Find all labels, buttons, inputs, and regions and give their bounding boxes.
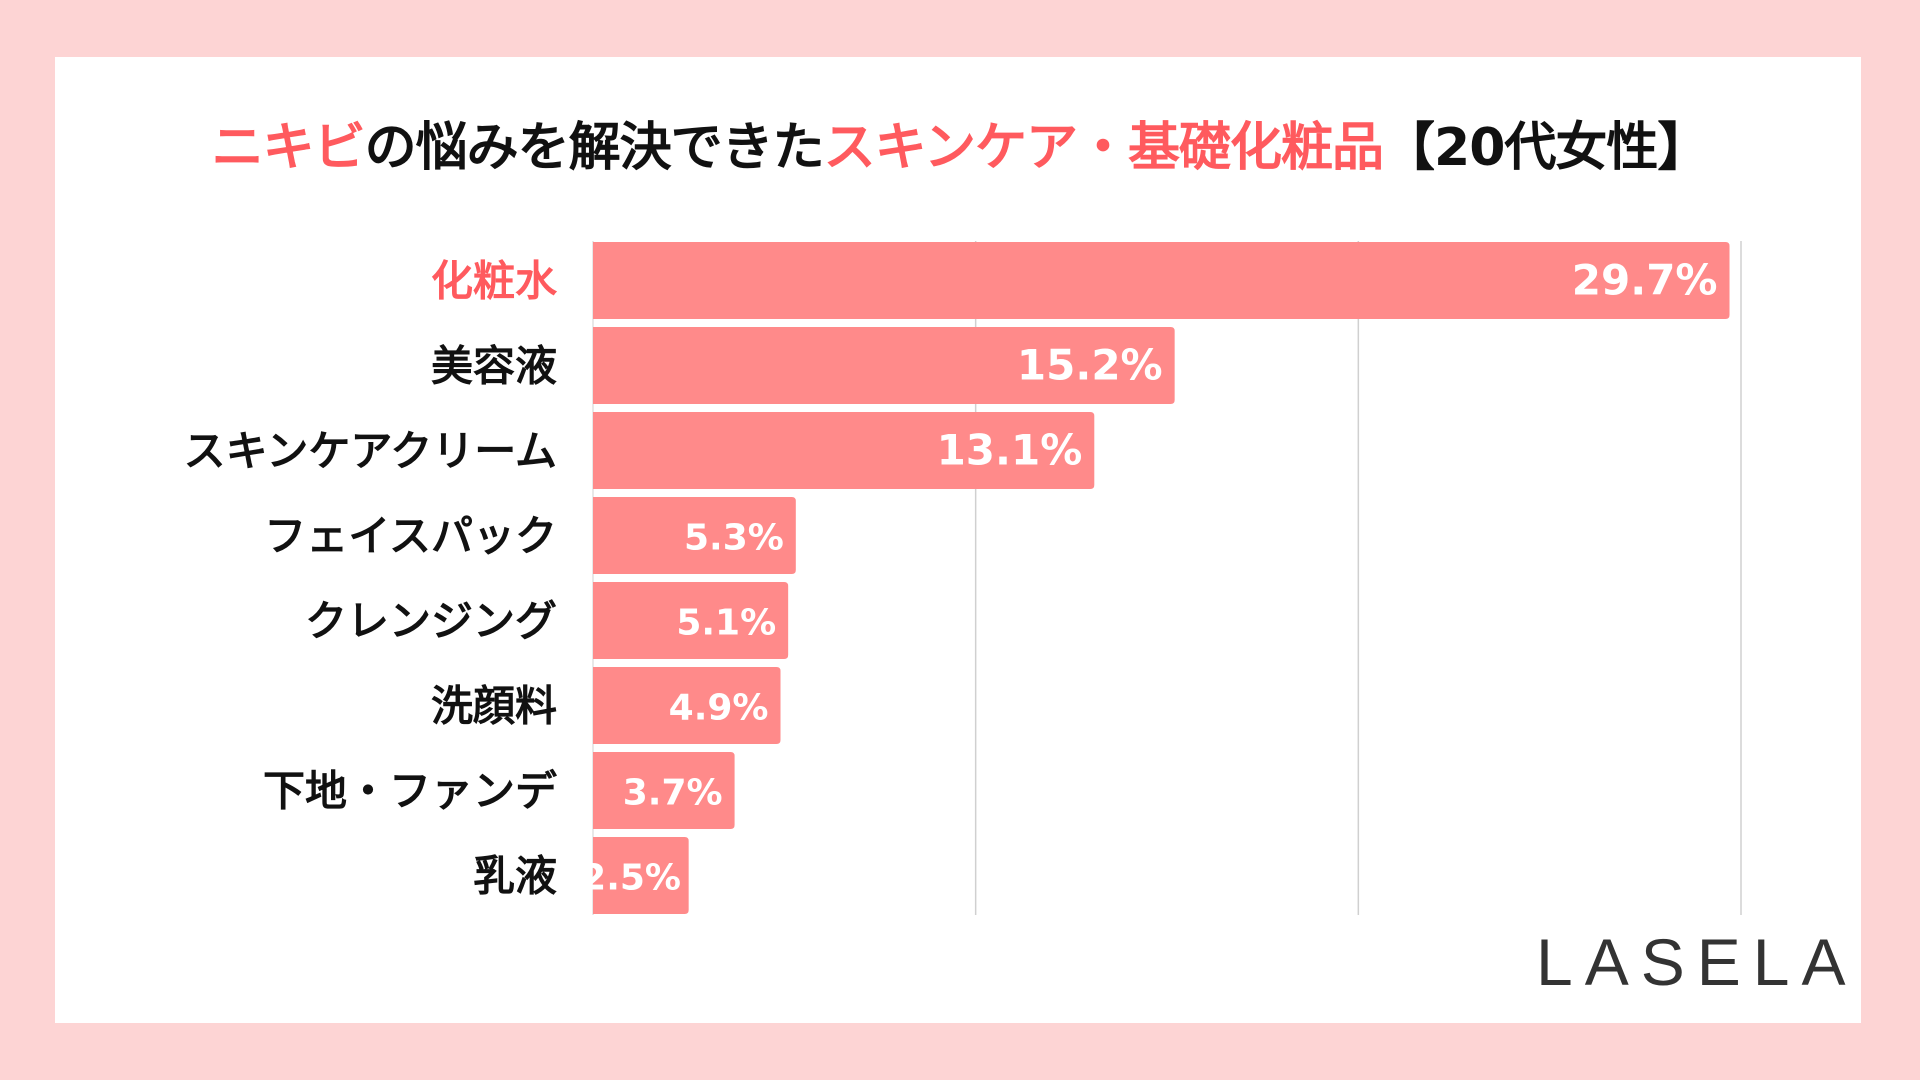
data-label: 5.1% [676, 603, 776, 644]
bar [593, 412, 1095, 489]
data-label: 15.2% [1017, 341, 1163, 390]
category-label: スキンケアクリーム [184, 427, 557, 476]
bar [593, 327, 1175, 404]
data-label: 29.7% [1572, 256, 1718, 305]
category-label: クレンジング [305, 597, 557, 646]
bar [593, 752, 735, 829]
bar [593, 837, 689, 914]
data-label: 3.7% [623, 773, 723, 814]
data-label: 2.5% [581, 858, 681, 899]
lasela-logo: LASELA [1536, 925, 1858, 999]
category-label: 化粧水 [431, 257, 558, 306]
bar [593, 582, 789, 659]
data-label: 5.3% [684, 518, 784, 559]
bar [593, 497, 796, 574]
title-part-4: 【20代女性】 [1383, 118, 1709, 178]
category-label: フェイスパック [264, 512, 557, 561]
chart-title: ニキビの悩みを解決できたスキンケア・基礎化粧品【20代女性】 [0, 105, 1920, 180]
category-label: 下地・ファンデ [263, 767, 558, 816]
chart-panel [55, 57, 1861, 1023]
category-label: 美容液 [431, 342, 557, 391]
category-label: 乳液 [473, 852, 557, 901]
category-label: 洗顔料 [431, 682, 557, 731]
data-label: 4.9% [669, 688, 769, 729]
title-part-2: の悩みを解決できた [364, 118, 825, 178]
title-part-3: スキンケア・基礎化粧品 [823, 118, 1384, 178]
title-part-1: ニキビ [211, 118, 366, 178]
bar [593, 667, 781, 744]
bar [593, 242, 1730, 319]
data-label: 13.1% [937, 426, 1083, 475]
